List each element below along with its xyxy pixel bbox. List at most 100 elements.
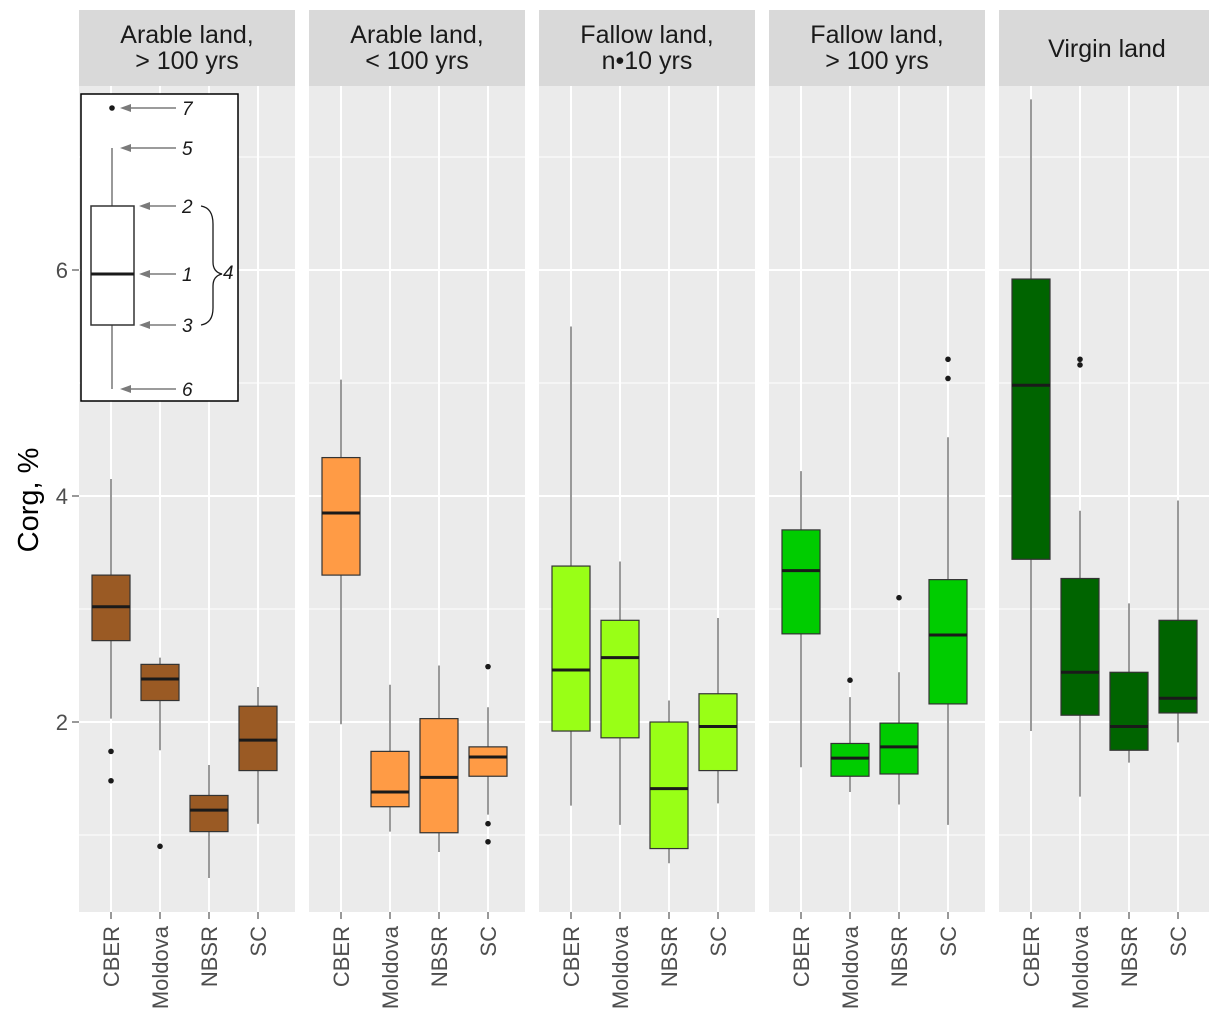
outlier-point: [108, 777, 114, 784]
legend-arrow-head: [120, 104, 131, 112]
legend-outlier-point: [109, 105, 115, 111]
box-sc: [1158, 500, 1198, 743]
x-tick-label: SC: [476, 926, 501, 957]
box-body: [781, 529, 821, 635]
box-moldova: [370, 684, 410, 832]
outlier-point: [1077, 362, 1083, 368]
outlier-point: [847, 677, 853, 683]
x-tick-label: SC: [246, 926, 271, 957]
facet-title-line: Arable land,: [120, 21, 253, 49]
facet-panel-5: Virgin land CBER Moldova NBSR SC: [999, 10, 1209, 1009]
x-tick-label: NBSR: [887, 926, 912, 987]
box-nbsr: [189, 764, 229, 878]
facet-panels: Arable land, > 100 yrs CBER Moldova NBSR SC Ar…: [79, 10, 1209, 1009]
legend-arrow-head: [120, 385, 131, 393]
box-cber: [551, 326, 591, 806]
box-sc: [238, 686, 278, 824]
x-tick-label: Moldova: [1068, 925, 1093, 1009]
legend-brace: [200, 205, 223, 326]
legend-arrow-head: [120, 144, 131, 152]
box-body: [600, 619, 640, 739]
facet-panel-4: Fallow land,> 100 yrs CBER Moldova NBSR SC: [769, 10, 985, 1009]
box-body: [189, 794, 229, 833]
box-nbsr: [419, 665, 459, 852]
facet-title-line: > 100 yrs: [825, 47, 929, 75]
box-moldova: [140, 657, 180, 850]
box-cber: [1011, 99, 1051, 732]
x-tick-label: NBSR: [1117, 926, 1142, 987]
outlier-point: [108, 748, 114, 755]
box-cber: [781, 471, 821, 768]
box-body: [370, 750, 410, 808]
x-tick-label: SC: [706, 926, 731, 957]
x-tick-label: CBER: [99, 926, 124, 987]
facet-strip: [999, 10, 1209, 86]
box-sc: [928, 356, 968, 825]
x-tick-label: Moldova: [378, 925, 403, 1009]
x-tick-label: Moldova: [838, 925, 863, 1009]
legend-number-label: 1: [182, 265, 193, 286]
y-axis: 2 4 6: [56, 258, 79, 735]
x-tick-label: CBER: [1019, 926, 1044, 987]
outlier-point: [485, 838, 491, 845]
x-tick-label: NBSR: [197, 926, 222, 987]
box-nbsr: [1109, 603, 1149, 763]
box-body: [238, 705, 278, 772]
legend-box-body: [90, 205, 135, 326]
facet-strip: [79, 10, 295, 86]
facet-title-line: Fallow land,: [580, 21, 713, 49]
box-body: [1109, 671, 1149, 751]
x-tick-label: SC: [1166, 926, 1191, 957]
boxplot-legend-key: 7 5 2 1 3 6 4: [80, 93, 239, 402]
outlier-point: [485, 820, 491, 827]
x-tick-label: CBER: [789, 926, 814, 987]
box-body: [321, 456, 361, 576]
legend-number-label: 2: [181, 197, 193, 218]
box-body: [879, 722, 919, 775]
legend-number-label: 5: [182, 139, 193, 160]
box-body: [419, 718, 459, 834]
box-sc: [468, 663, 508, 845]
y-tick-label: 6: [56, 258, 68, 283]
box-body: [649, 721, 689, 850]
x-tick-label: CBER: [559, 926, 584, 987]
legend-number-label: 7: [182, 99, 194, 120]
box-body: [140, 663, 180, 702]
box-moldova: [600, 561, 640, 825]
x-tick-label: Moldova: [148, 925, 173, 1009]
legend-arrow-head: [139, 270, 150, 278]
box-nbsr: [649, 700, 689, 864]
legend-number-label: 4: [223, 263, 234, 284]
outlier-point: [485, 663, 491, 670]
facet-title-line: Virgin land: [1048, 35, 1166, 63]
facet-panel-3: Fallow land,n•10 yrs CBER Moldova NBSR SC: [539, 10, 755, 1009]
legend-arrow-head: [139, 202, 150, 210]
x-tick-label: CBER: [329, 926, 354, 987]
box-body: [1060, 577, 1100, 716]
facet-title-line: < 100 yrs: [365, 47, 469, 75]
outlier-point: [1077, 356, 1083, 363]
legend-number-label: 6: [182, 380, 193, 401]
facet-title-line: Arable land,: [350, 21, 483, 49]
box-moldova: [830, 677, 870, 793]
facet-title-line: Fallow land,: [810, 21, 943, 49]
y-tick-label: 4: [56, 484, 68, 509]
box-sc: [698, 618, 738, 804]
outlier-point: [157, 843, 163, 850]
box-cber: [321, 379, 361, 725]
x-tick-label: NBSR: [427, 926, 452, 987]
legend-arrow-head: [139, 321, 150, 329]
facet-strip: [769, 10, 985, 86]
box-nbsr: [879, 594, 919, 805]
x-tick-label: Moldova: [608, 925, 633, 1009]
box-body: [468, 746, 508, 777]
facet-strip: [539, 10, 755, 86]
y-tick-label: 2: [56, 710, 68, 735]
y-axis-label: Corg, %: [13, 448, 45, 553]
box-body: [928, 579, 968, 705]
facet-strip: [309, 10, 525, 86]
x-tick-label: NBSR: [657, 926, 682, 987]
outlier-point: [896, 594, 902, 601]
legend-number-label: 3: [182, 316, 193, 337]
